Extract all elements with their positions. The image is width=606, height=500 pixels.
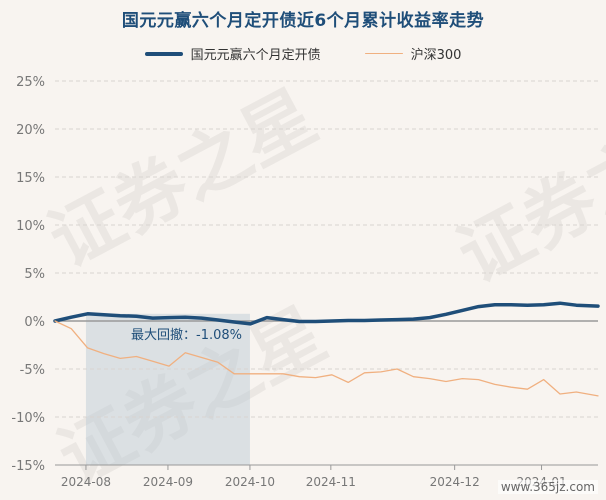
legend: 国元元赢六个月定开债 沪深300: [0, 44, 606, 63]
y-tick-label: 25%: [16, 75, 45, 90]
watermark-text: 证券之星: [444, 89, 606, 298]
y-tick-label: -5%: [20, 363, 45, 378]
legend-item-fund[interactable]: 国元元赢六个月定开债: [144, 44, 321, 63]
chart-title: 国元元赢六个月定开债近6个月累计收益率走势: [121, 11, 485, 31]
legend-label-fund: 国元元赢六个月定开债: [190, 48, 321, 63]
watermark-text: 证券之星: [36, 74, 330, 283]
series-line-index: [54, 320, 599, 397]
drawdown-annotation: 最大回撤：-1.08%: [131, 327, 242, 343]
y-tick-label: 0%: [24, 315, 45, 330]
y-tick-label: -15%: [11, 459, 45, 474]
x-tick-label: 2024-12: [430, 475, 480, 489]
x-tick-label: 2024-09: [143, 475, 193, 489]
y-tick-label: 15%: [16, 171, 45, 186]
x-tick-label: 2024-11: [306, 475, 356, 489]
x-tick-label: 2024-10: [225, 475, 275, 489]
y-tick-label: -10%: [11, 411, 45, 426]
series-line-fund: [53, 301, 600, 326]
legend-swatch-fund: [144, 51, 183, 56]
x-tick-label: 2024-08: [61, 475, 111, 489]
site-watermark: www.365jz.com: [497, 480, 598, 494]
y-tick-label: 20%: [16, 123, 45, 138]
legend-item-index[interactable]: 沪深300: [364, 44, 462, 63]
drawdown-region: [85, 313, 250, 465]
legend-label-index: 沪深300: [410, 48, 462, 63]
legend-swatch-index: [364, 52, 403, 55]
y-tick-label: 5%: [24, 267, 45, 282]
y-tick-label: 10%: [16, 219, 45, 234]
